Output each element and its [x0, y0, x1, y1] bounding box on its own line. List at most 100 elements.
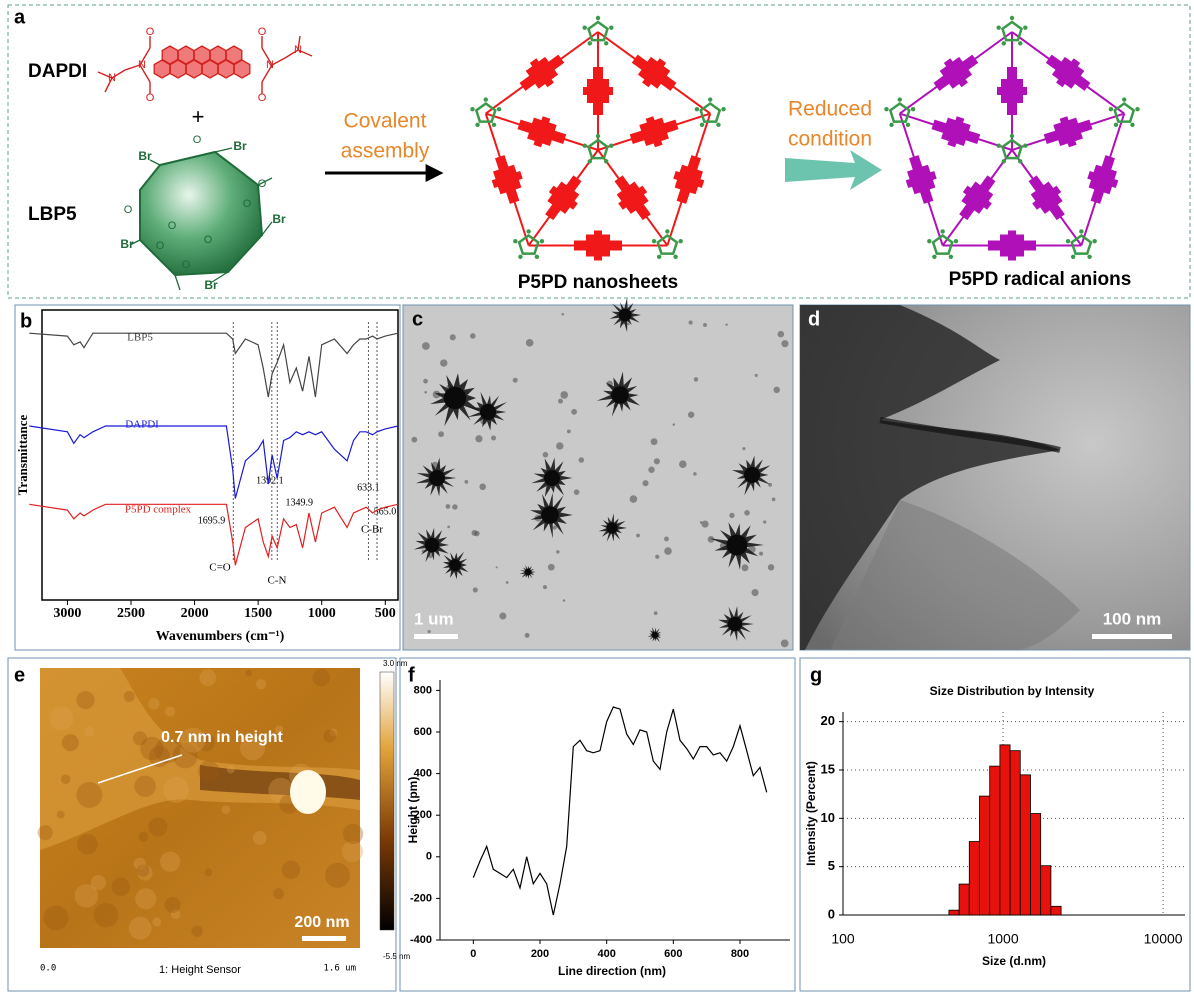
node-dot — [609, 25, 614, 30]
particle-dot — [653, 611, 658, 616]
bar — [948, 909, 960, 916]
node-dot — [1018, 41, 1023, 46]
pillararene — [587, 138, 609, 160]
afm-texture — [148, 746, 170, 767]
y-tick-label: 20 — [821, 713, 835, 728]
x-tick-label: 200 — [531, 948, 549, 960]
node-dot — [604, 41, 609, 46]
pdi-unit — [491, 155, 523, 204]
atom-label: O — [182, 259, 191, 271]
sheet-dark — [800, 305, 1060, 650]
step-label: condition — [788, 128, 872, 151]
node-dot — [678, 238, 683, 244]
particle-dot — [449, 334, 456, 341]
particle-dot — [699, 521, 703, 524]
particle-dot — [556, 442, 564, 450]
node-dot — [927, 238, 932, 244]
node-dot — [1001, 159, 1006, 164]
particle-dot — [729, 512, 735, 519]
bond — [297, 49, 313, 57]
particle-dot — [688, 320, 693, 325]
bond — [97, 71, 113, 79]
particle-dot — [562, 599, 566, 602]
particle-dot — [742, 447, 746, 451]
pdi-unit — [614, 175, 651, 221]
panel-label: e — [14, 664, 25, 686]
atom-label: O — [124, 204, 133, 216]
bar — [1040, 865, 1052, 916]
panel-label: d — [808, 308, 820, 330]
panel-c-frame — [402, 304, 794, 651]
atom-label: O — [243, 198, 252, 210]
color-bar-label: 3.0 nm — [383, 659, 408, 668]
atom-label: Br — [120, 237, 134, 251]
y-tick-label: 15 — [821, 761, 835, 776]
particle-dot — [629, 495, 638, 503]
ring — [153, 59, 171, 79]
node-dot — [1092, 238, 1097, 244]
particle-dot — [423, 378, 428, 384]
particle-dot — [664, 536, 669, 542]
nanoflower-core — [611, 386, 629, 404]
scale-bar — [1092, 634, 1172, 639]
afm-texture — [134, 775, 156, 797]
panel-label: c — [412, 308, 423, 330]
x-tick-label: 0 — [470, 948, 476, 960]
particle-dot — [655, 554, 660, 559]
particle-dot — [725, 323, 728, 326]
afm-texture — [137, 865, 153, 881]
particle-dot — [754, 373, 758, 377]
molecule-name: DAPDI — [28, 61, 87, 82]
step-label: Covalent — [344, 110, 427, 133]
panel-label: g — [810, 664, 822, 686]
afm-texture — [140, 736, 164, 761]
pdi-shape — [997, 67, 1027, 115]
pdi-unit — [933, 54, 979, 91]
y-tick-label: -400 — [410, 934, 432, 946]
pdi-unit — [519, 54, 565, 91]
pdi-unit — [1028, 175, 1065, 221]
afm-texture — [90, 874, 107, 891]
particle-dot — [763, 520, 767, 524]
node-dot — [910, 107, 916, 112]
node-dot — [1001, 41, 1006, 46]
atom-label: O — [258, 92, 267, 104]
afm-texture — [199, 669, 217, 687]
pillararene — [1001, 138, 1023, 160]
step-label: assembly — [341, 140, 430, 163]
afm-texture — [312, 669, 330, 687]
bond — [284, 49, 299, 59]
particle-dot — [479, 483, 486, 491]
product-label: P5PD radical anions — [949, 269, 1132, 290]
particle-dot — [438, 431, 445, 438]
node-dot — [1079, 229, 1084, 234]
sheet-mid — [830, 500, 1080, 650]
bond — [104, 77, 113, 93]
particle-dot — [424, 391, 427, 394]
afm-texture — [49, 706, 74, 731]
afm-texture — [170, 909, 181, 920]
nanoflower-core — [480, 404, 496, 420]
pdi-shape — [959, 175, 996, 221]
particle-dot — [707, 535, 715, 543]
node-dot — [518, 254, 523, 259]
nanoflower-core — [524, 568, 532, 576]
atom-label: N — [108, 72, 116, 84]
node-dot — [1018, 159, 1023, 164]
pillararene — [888, 101, 911, 123]
node-dot — [526, 229, 531, 234]
afm-texture — [154, 737, 181, 764]
afm-texture — [138, 831, 149, 842]
x-tick-label: 1000 — [308, 606, 336, 621]
particle-dot — [445, 504, 451, 509]
nanoflower-core — [424, 537, 440, 553]
pdi-shape — [1087, 155, 1119, 204]
particle-dot — [744, 509, 750, 516]
node-dot — [694, 107, 700, 112]
y-tick-label: 400 — [414, 768, 432, 780]
ring — [233, 59, 251, 79]
particle-dot — [648, 466, 655, 473]
node-dot — [889, 122, 894, 128]
y-tick-label: 600 — [414, 726, 432, 738]
